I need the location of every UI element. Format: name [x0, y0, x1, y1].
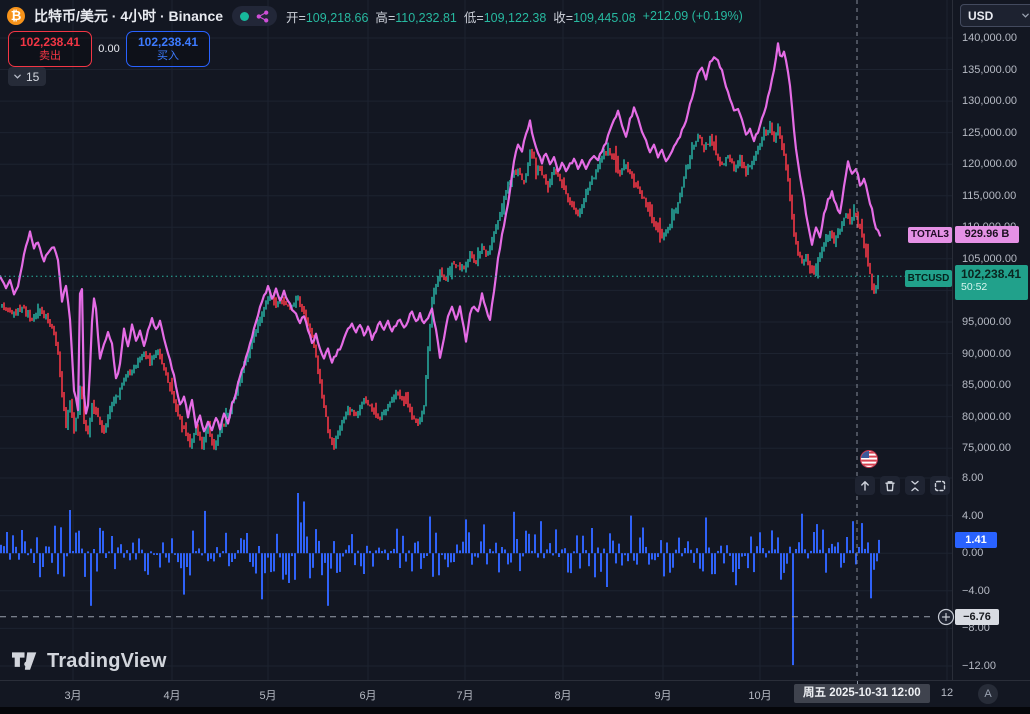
chart-header: ₿ 比特币/美元 · 4小时 · Binance 开=109,218.66 高=…	[7, 5, 743, 27]
buy-price: 102,238.41	[137, 34, 199, 49]
time-axis-month-label: 5月	[259, 690, 277, 702]
collapse-pane-button[interactable]	[905, 476, 925, 495]
tradingview-logo[interactable]: TradingView	[12, 650, 167, 673]
collapse-arrows-icon	[911, 480, 919, 491]
total3-price-badge: 929.96 B	[955, 226, 1019, 243]
sell-price: 102,238.41	[19, 34, 81, 49]
bar-countdown: 50:52	[961, 281, 988, 293]
market-status-dot-icon	[240, 11, 250, 21]
sell-label: 卖出	[39, 49, 61, 62]
axis-price-label: −12.00	[962, 660, 996, 672]
low-label: 低	[463, 10, 477, 25]
crosshair-tick	[857, 681, 858, 685]
time-axis-month-label: 4月	[163, 690, 181, 702]
pane-toolbar	[855, 476, 950, 495]
buy-label: 买入	[157, 49, 179, 62]
high-label: 高	[375, 10, 388, 25]
ohlc-readout: 开=109,218.66 高=110,232.81 低=109,122.38 收…	[286, 9, 743, 25]
time-axis-last-tick: 12	[940, 687, 954, 699]
time-axis-month-label: 3月	[64, 690, 82, 702]
axis-price-label: 95,000.00	[962, 316, 1011, 328]
high-value: 110,232.81	[395, 10, 457, 25]
bitcoin-icon: ₿	[7, 7, 25, 25]
price-chart-canvas[interactable]	[0, 0, 952, 680]
arrow-up-icon	[861, 480, 869, 491]
total3-series-label[interactable]: TOTAL3	[908, 227, 952, 243]
axis-price-label: 135,000.00	[962, 63, 1018, 76]
trash-icon	[885, 480, 895, 491]
axis-price-label: 105,000.00	[962, 252, 1018, 265]
share-icon[interactable]	[256, 9, 269, 23]
time-axis-month-label: 8月	[554, 690, 572, 702]
us-economic-event-icon[interactable]	[859, 449, 879, 469]
axis-price-label: 140,000.00	[962, 32, 1018, 44]
buy-button[interactable]: 102,238.41 买入	[126, 31, 210, 67]
axis-price-label: 125,000.00	[962, 126, 1018, 139]
axis-price-label: −8.00	[962, 622, 990, 635]
symbol-title[interactable]: 比特币/美元 · 4小时 · Binance	[34, 8, 224, 24]
axis-price-label: −4.00	[962, 584, 990, 597]
btcusd-price-badge: 102,238.41 50:52	[955, 265, 1028, 300]
time-axis-month-label: 9月	[654, 690, 672, 702]
currency-dropdown[interactable]: USD	[960, 4, 1030, 27]
btcusd-last-price: 102,238.41	[961, 267, 1022, 281]
alert-level-badge[interactable]: −6.76	[955, 609, 999, 625]
crosshair-date-badge: 周五 2025-10-31 12:00	[794, 684, 930, 703]
move-pane-up-button[interactable]	[855, 476, 875, 495]
sell-button[interactable]: 102,238.41 卖出	[8, 31, 92, 67]
btcusd-series-label[interactable]: BTCUSD	[905, 270, 952, 287]
time-axis-month-label: 6月	[359, 690, 377, 702]
close-value: 109,445.08	[573, 10, 636, 25]
oscillator-value-badge: 1.41	[955, 532, 997, 548]
interval-dropdown[interactable]: 15	[8, 67, 47, 86]
window-bottom-strip	[0, 707, 1030, 714]
axis-price-label: 120,000.00	[962, 158, 1018, 171]
axis-price-label: 80,000.00	[962, 410, 1011, 423]
axis-price-label: 85,000.00	[962, 379, 1011, 392]
axis-price-label: 4.00	[962, 509, 984, 522]
currency-value: USD	[968, 8, 994, 23]
chevron-down-icon	[1022, 13, 1029, 18]
axis-price-label: 8.00	[962, 472, 984, 484]
open-label: 开	[286, 10, 299, 25]
symbol-status-pill[interactable]	[232, 6, 278, 26]
add-alert-icon[interactable]	[937, 608, 955, 626]
trade-panel: 102,238.41 卖出 0.00 102,238.41 买入	[8, 31, 210, 67]
axis-price-label: 115,000.00	[962, 189, 1017, 202]
chevron-down-icon	[14, 74, 21, 79]
delete-pane-button[interactable]	[880, 476, 900, 495]
spread-value: 0.00	[98, 43, 120, 55]
open-value: 109,218.66	[305, 10, 369, 25]
maximize-dashed-icon	[934, 480, 946, 491]
watermark-text: TradingView	[47, 650, 167, 672]
change-value: +212.09 (+0.19%)	[642, 9, 743, 23]
close-label: 收	[553, 10, 566, 25]
time-axis-month-label: 10月	[748, 690, 772, 702]
interval-value: 15	[26, 69, 40, 84]
axis-price-label: 90,000.00	[962, 347, 1011, 360]
auto-adjust-button[interactable]: A	[978, 684, 998, 704]
maximize-pane-button[interactable]	[930, 476, 950, 495]
time-axis-month-label: 7月	[456, 690, 474, 702]
price-axis[interactable]: 140,000.00 135,000.00 130,000.00 125,000.00…	[952, 0, 1030, 680]
time-axis[interactable]: 周五 2025-10-31 12:00 12 A 3月 4月 5月 6月 7月 8月 9月 1…	[0, 680, 1030, 708]
axis-price-label: 75,000.00	[962, 442, 1011, 455]
tradingview-mark-icon	[12, 651, 37, 670]
axis-price-label: 130,000.00	[962, 95, 1018, 108]
low-value: 109,122.38	[483, 10, 547, 25]
axis-price-label: 0.00	[962, 547, 984, 560]
